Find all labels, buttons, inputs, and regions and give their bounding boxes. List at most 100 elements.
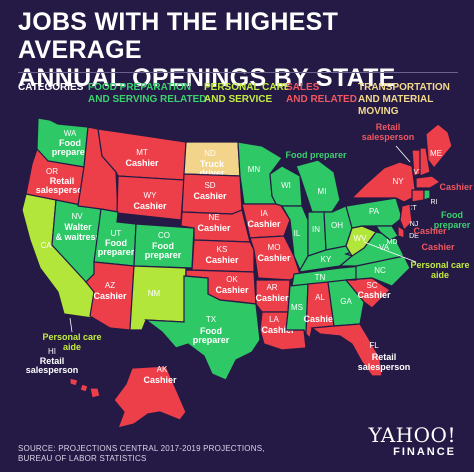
callout-ri-food: Food preparer (434, 210, 471, 230)
state-ny-shape (350, 161, 417, 203)
state-ak-abbr: AK (157, 365, 168, 374)
state-wi: WI (269, 165, 303, 207)
callout-wv-personal-care: Personal care aide (410, 260, 469, 280)
legend-food-line-2: AND SERVING RELATED (88, 94, 207, 105)
callout-wv-leader (363, 241, 417, 263)
state-ct-shape (411, 189, 425, 203)
state-hi-job: Retail salesperson (26, 356, 79, 375)
state-nv-abbr: NV (71, 212, 83, 221)
state-sd-job: Cashier (193, 191, 227, 201)
state-ne-job: Cashier (197, 223, 231, 233)
legend-personal-care: PERSONAL CARE AND SERVICE (204, 82, 291, 106)
state-ia: IA Cashier (241, 203, 291, 239)
state-nd: ND Truck driver (183, 141, 241, 178)
callout-nj-cashier: Cashier (413, 226, 447, 236)
state-wy: WY Cashier (116, 175, 185, 221)
state-fl: FL Retail salesperson (310, 323, 410, 377)
state-ak: AK Cashier (113, 365, 187, 429)
state-nv-job: Walter & waitress (55, 222, 100, 242)
state-la-abbr: LA (269, 315, 279, 324)
state-ga-abbr: GA (340, 297, 352, 306)
state-ar: AR Cashier (255, 279, 291, 313)
state-ut-job: Food preparer (98, 238, 135, 257)
state-mt-abbr: MT (136, 148, 148, 157)
state-ri-abbr: RI (431, 199, 438, 206)
state-sd: SD Cashier (181, 173, 243, 215)
state-de: DE (397, 224, 419, 240)
state-ia-job: Cashier (247, 219, 281, 229)
state-co-abbr: CO (158, 231, 170, 240)
state-ia-shape (241, 203, 291, 239)
state-ok-abbr: OK (226, 275, 238, 284)
state-ny-abbr: NY (392, 177, 404, 186)
state-tx-abbr: TX (206, 315, 217, 324)
state-ky-abbr: KY (321, 255, 332, 264)
state-nj-shape (399, 203, 413, 232)
legend: CATEGORIES FOOD PREPARATION AND SERVING … (18, 82, 464, 117)
state-mn-abbr: MN (248, 165, 261, 174)
state-in-shape (307, 211, 327, 257)
state-mi-shape (295, 159, 341, 213)
state-ia-abbr: IA (260, 209, 268, 218)
state-ny: NY (350, 161, 417, 203)
state-oh-abbr: OH (331, 221, 343, 230)
state-ca-abbr: CA (40, 241, 52, 250)
legend-personal-line-1: PERSONAL CARE (204, 82, 291, 93)
state-co: CO Food preparer (133, 223, 195, 269)
state-ut: UT Food preparer (93, 208, 137, 267)
state-md-shape (374, 225, 399, 241)
legend-food-preparation: FOOD PREPARATION AND SERVING RELATED (88, 82, 207, 106)
state-hi-shape-2 (79, 383, 89, 393)
callout-ne-cashier: Cashier (439, 182, 473, 192)
source-line-1: SOURCE: PROJECTIONS CENTRAL 2017-2019 PR… (18, 444, 265, 453)
state-nd-abbr: ND (204, 149, 216, 158)
state-ks-job: Cashier (205, 255, 239, 265)
state-vt-abbr: VT (414, 169, 424, 176)
state-ma-shape (415, 175, 442, 189)
divider (18, 72, 458, 73)
callout-michigan-food: Food preparer (285, 150, 347, 160)
state-sc-abbr: SC (366, 281, 377, 290)
state-mo-abbr: MO (268, 243, 281, 252)
state-nj: NJ (399, 203, 418, 232)
legend-personal-line-2: AND SERVICE (204, 94, 273, 105)
source-line-2: BUREAU OF LABOR STATISTICS (18, 454, 147, 463)
state-tn-abbr: TN (315, 273, 326, 282)
state-ks-shape (191, 239, 255, 273)
state-mi: MI (295, 159, 341, 213)
legend-sales-line-1: SALES (286, 82, 320, 93)
yahoo-finance-logo: YAHOO! FINANCE (369, 424, 456, 458)
state-ut-abbr: UT (111, 229, 122, 238)
legend-title: CATEGORIES (18, 82, 84, 93)
state-hi-shape-1 (69, 377, 79, 387)
state-or-job: Retail salesperson (36, 176, 89, 195)
callout-ne-retail-leader (395, 145, 411, 163)
state-co-job: Food preparer (145, 241, 182, 260)
state-hi-abbr: HI (48, 347, 56, 356)
state-in-abbr: IN (312, 225, 320, 234)
callout-ca-leader (69, 317, 73, 333)
state-de-shape (397, 224, 405, 239)
state-az-abbr: AZ (105, 281, 115, 290)
state-fl-abbr: FL (369, 341, 379, 350)
state-la-job: Cashier (261, 325, 295, 335)
state-ct-abbr: CT (407, 205, 417, 212)
state-va-abbr: VA (379, 243, 390, 252)
state-nc-abbr: NC (374, 266, 386, 275)
legend-sales: SALES AND RELATED (286, 82, 357, 106)
state-or-abbr: OR (46, 167, 58, 176)
state-md-abbr: MD (387, 239, 398, 246)
state-ri-shape (423, 189, 431, 201)
page-title: JOBS WITH THE HIGHEST AVERAGE ANNUAL OPE… (18, 8, 458, 92)
state-md: MD (374, 225, 399, 246)
state-ri: RI (423, 189, 438, 206)
state-wa-job: Food preparer (52, 138, 89, 157)
state-al-abbr: AL (315, 293, 325, 302)
state-sd-abbr: SD (204, 181, 215, 190)
logo-line-2: FINANCE (393, 446, 456, 458)
title-line-2: ANNUAL OPENINGS BY STATE (18, 64, 396, 92)
state-me: ME (425, 123, 453, 169)
state-ak-shape (113, 365, 187, 429)
state-tx-job: Food preparer (193, 326, 230, 345)
